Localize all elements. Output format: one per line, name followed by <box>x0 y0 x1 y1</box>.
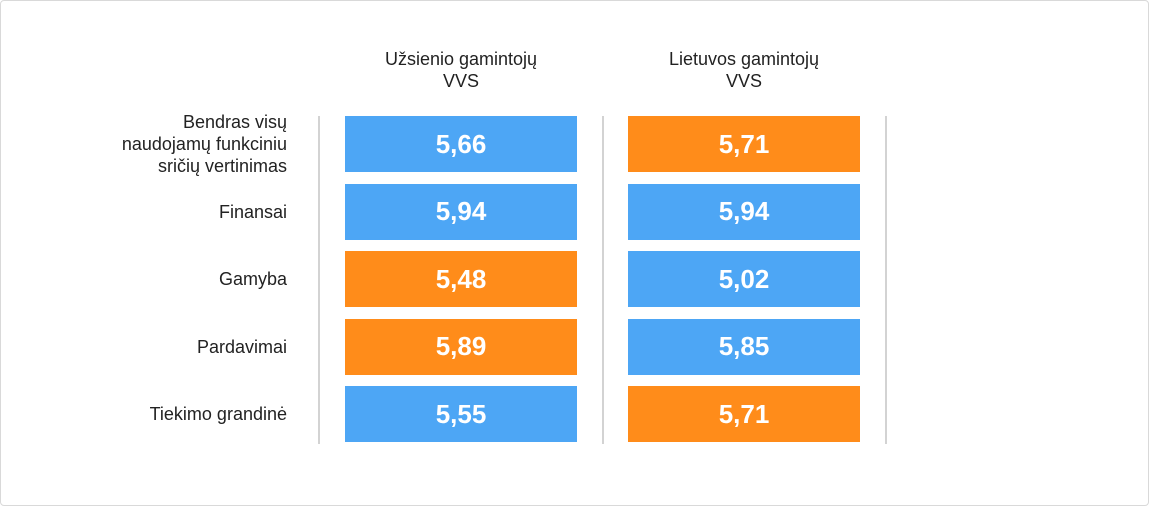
row-label: Finansai <box>218 201 287 222</box>
row-label: Pardavimai <box>196 336 287 357</box>
cell-lithuanian-score: 5,02 <box>628 251 860 307</box>
row-label: Bendras visų naudojamų funkciniu sričių … <box>121 112 287 176</box>
cell-lithuanian-score: 5,85 <box>628 318 860 375</box>
cell-lithuanian-score: 5,94 <box>628 183 860 240</box>
cell-foreign-score: 5,89 <box>345 318 577 375</box>
divider-right <box>885 116 887 444</box>
cell-lithuanian-score: 5,71 <box>628 386 860 442</box>
column-header-foreign: Užsienio gamintojų VVS <box>384 49 538 91</box>
cell-foreign-score: 5,94 <box>345 183 577 240</box>
row-label: Tiekimo grandinė <box>149 404 287 424</box>
column-header-lithuanian: Lietuvos gamintojų VVS <box>668 49 820 91</box>
cell-foreign-score: 5,48 <box>345 251 577 307</box>
cell-foreign-score: 5,66 <box>345 116 577 172</box>
cell-foreign-score: 5,55 <box>345 386 577 442</box>
divider-middle <box>602 116 604 444</box>
cell-lithuanian-score: 5,71 <box>628 116 860 172</box>
divider-left <box>318 116 320 444</box>
row-label: Gamyba <box>218 269 287 289</box>
